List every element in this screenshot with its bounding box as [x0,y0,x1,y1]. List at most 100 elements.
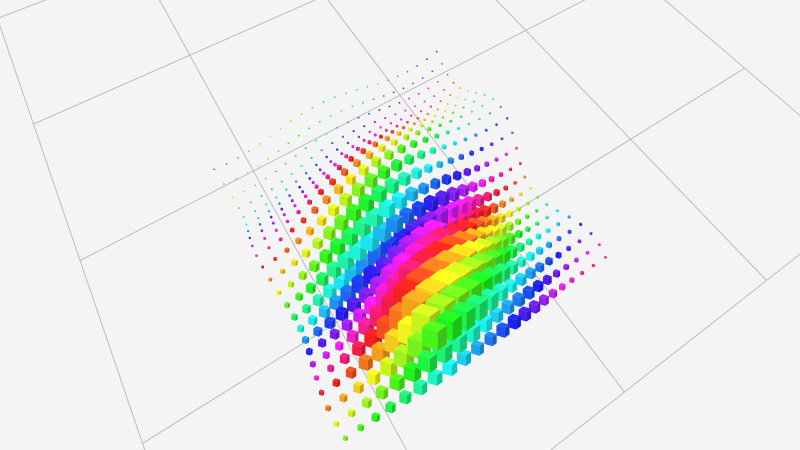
voxel-cube[interactable] [545,215,549,220]
voxel-cube[interactable] [391,191,407,210]
voxel-cube[interactable] [329,114,332,117]
voxel-cube[interactable] [546,241,552,249]
voxel-cube[interactable] [296,209,301,215]
voxel-cube[interactable] [475,91,477,94]
voxel-cube[interactable] [345,366,357,379]
voxel-cube[interactable] [577,239,582,244]
voxel-cube[interactable] [372,98,375,101]
voxel-cube[interactable] [535,209,539,213]
voxel-cube[interactable] [580,270,585,276]
voxel-cube[interactable] [378,143,386,153]
voxel-cube[interactable] [267,209,270,213]
voxel-cube[interactable] [351,144,355,149]
voxel-cube[interactable] [334,214,349,232]
voxel-cube[interactable] [346,121,349,124]
voxel-cube[interactable] [261,265,264,269]
voxel-cube[interactable] [322,100,325,103]
voxel-cube[interactable] [412,200,426,218]
voxel-cube[interactable] [408,126,413,132]
voxel-cube[interactable] [251,244,254,248]
voxel-cube[interactable] [318,389,325,396]
voxel-cube[interactable] [424,163,433,174]
voxel-cube[interactable] [426,58,428,61]
voxel-cube[interactable] [506,209,513,218]
voxel-cube[interactable] [335,306,349,322]
voxel-cube[interactable] [463,167,471,177]
voxel-cube[interactable] [288,194,291,197]
voxel-cube[interactable] [508,167,513,172]
voxel-cube[interactable] [389,373,405,392]
voxel-cube[interactable] [255,254,258,258]
voxel-cube[interactable] [405,186,419,202]
voxel-cube[interactable] [245,223,248,226]
voxel-cube[interactable] [284,301,290,309]
voxel-cube[interactable] [362,396,372,409]
voxel-cube[interactable] [536,195,539,199]
voxel-cube[interactable] [380,356,398,378]
voxel-cube[interactable] [392,91,395,94]
voxel-cube[interactable] [327,364,335,373]
voxel-cube[interactable] [490,142,494,147]
voxel-cube[interactable] [300,113,303,115]
voxel-cube[interactable] [329,178,336,186]
voxel-cube[interactable] [267,246,271,250]
voxel-cube[interactable] [358,193,375,213]
voxel-cube[interactable] [300,217,307,224]
voxel-cube[interactable] [474,164,481,172]
voxel-cube[interactable] [456,126,460,131]
voxel-cube[interactable] [447,157,454,165]
voxel-cube[interactable] [298,270,307,281]
voxel-cube[interactable] [336,148,339,151]
voxel-cube[interactable] [344,154,349,159]
voxel-cube[interactable] [306,226,314,236]
voxel-cube[interactable] [429,105,432,108]
voxel-cube[interactable] [555,251,562,259]
voxel-cube[interactable] [331,141,334,145]
voxel-cube[interactable] [302,303,311,314]
voxel-cube[interactable] [325,404,331,412]
voxel-cube[interactable] [346,173,356,186]
voxel-cube[interactable] [545,202,548,206]
voxel-cube[interactable] [373,120,376,124]
voxel-cube[interactable] [284,162,287,165]
voxel-cube[interactable] [362,138,366,142]
voxel-cube[interactable] [293,203,297,208]
voxel-cube[interactable] [569,277,575,284]
voxel-cube[interactable] [306,347,313,356]
voxel-cube[interactable] [454,104,457,107]
voxel-cube[interactable] [417,149,426,160]
voxel-cube[interactable] [368,112,370,115]
voxel-cube[interactable] [438,123,442,128]
voxel-cube[interactable] [280,180,283,183]
voxel-cube[interactable] [503,185,509,191]
voxel-cube[interactable] [439,100,442,103]
voxel-cube[interactable] [410,114,413,117]
voxel-cube[interactable] [324,316,336,330]
voxel-cube[interactable] [542,274,552,286]
voxel-cube[interactable] [318,338,327,348]
voxel-cube[interactable] [325,155,328,159]
voxel-cube[interactable] [390,138,398,146]
voxel-field[interactable] [213,50,607,442]
voxel-cube[interactable] [484,331,497,347]
voxel-cube[interactable] [260,194,263,197]
voxel-cube[interactable] [559,283,566,291]
voxel-cube[interactable] [298,185,301,189]
voxel-cube[interactable] [406,70,409,73]
voxel-cube[interactable] [385,401,396,414]
voxel-cube[interactable] [258,223,262,226]
voxel-cube[interactable] [512,291,525,308]
voxel-cube[interactable] [223,183,225,185]
voxel-cube[interactable] [481,104,484,107]
voxel-cube[interactable] [604,255,607,259]
voxel-cube[interactable] [289,227,295,233]
voxel-cube[interactable] [366,85,369,88]
voxel-cube[interactable] [248,150,250,152]
voxel-cube[interactable] [371,156,382,168]
voxel-cube[interactable] [342,435,348,442]
voxel-cube[interactable] [277,149,280,152]
voxel-cube[interactable] [420,110,422,113]
voxel-cube[interactable] [334,183,344,195]
voxel-cube[interactable] [357,135,360,139]
